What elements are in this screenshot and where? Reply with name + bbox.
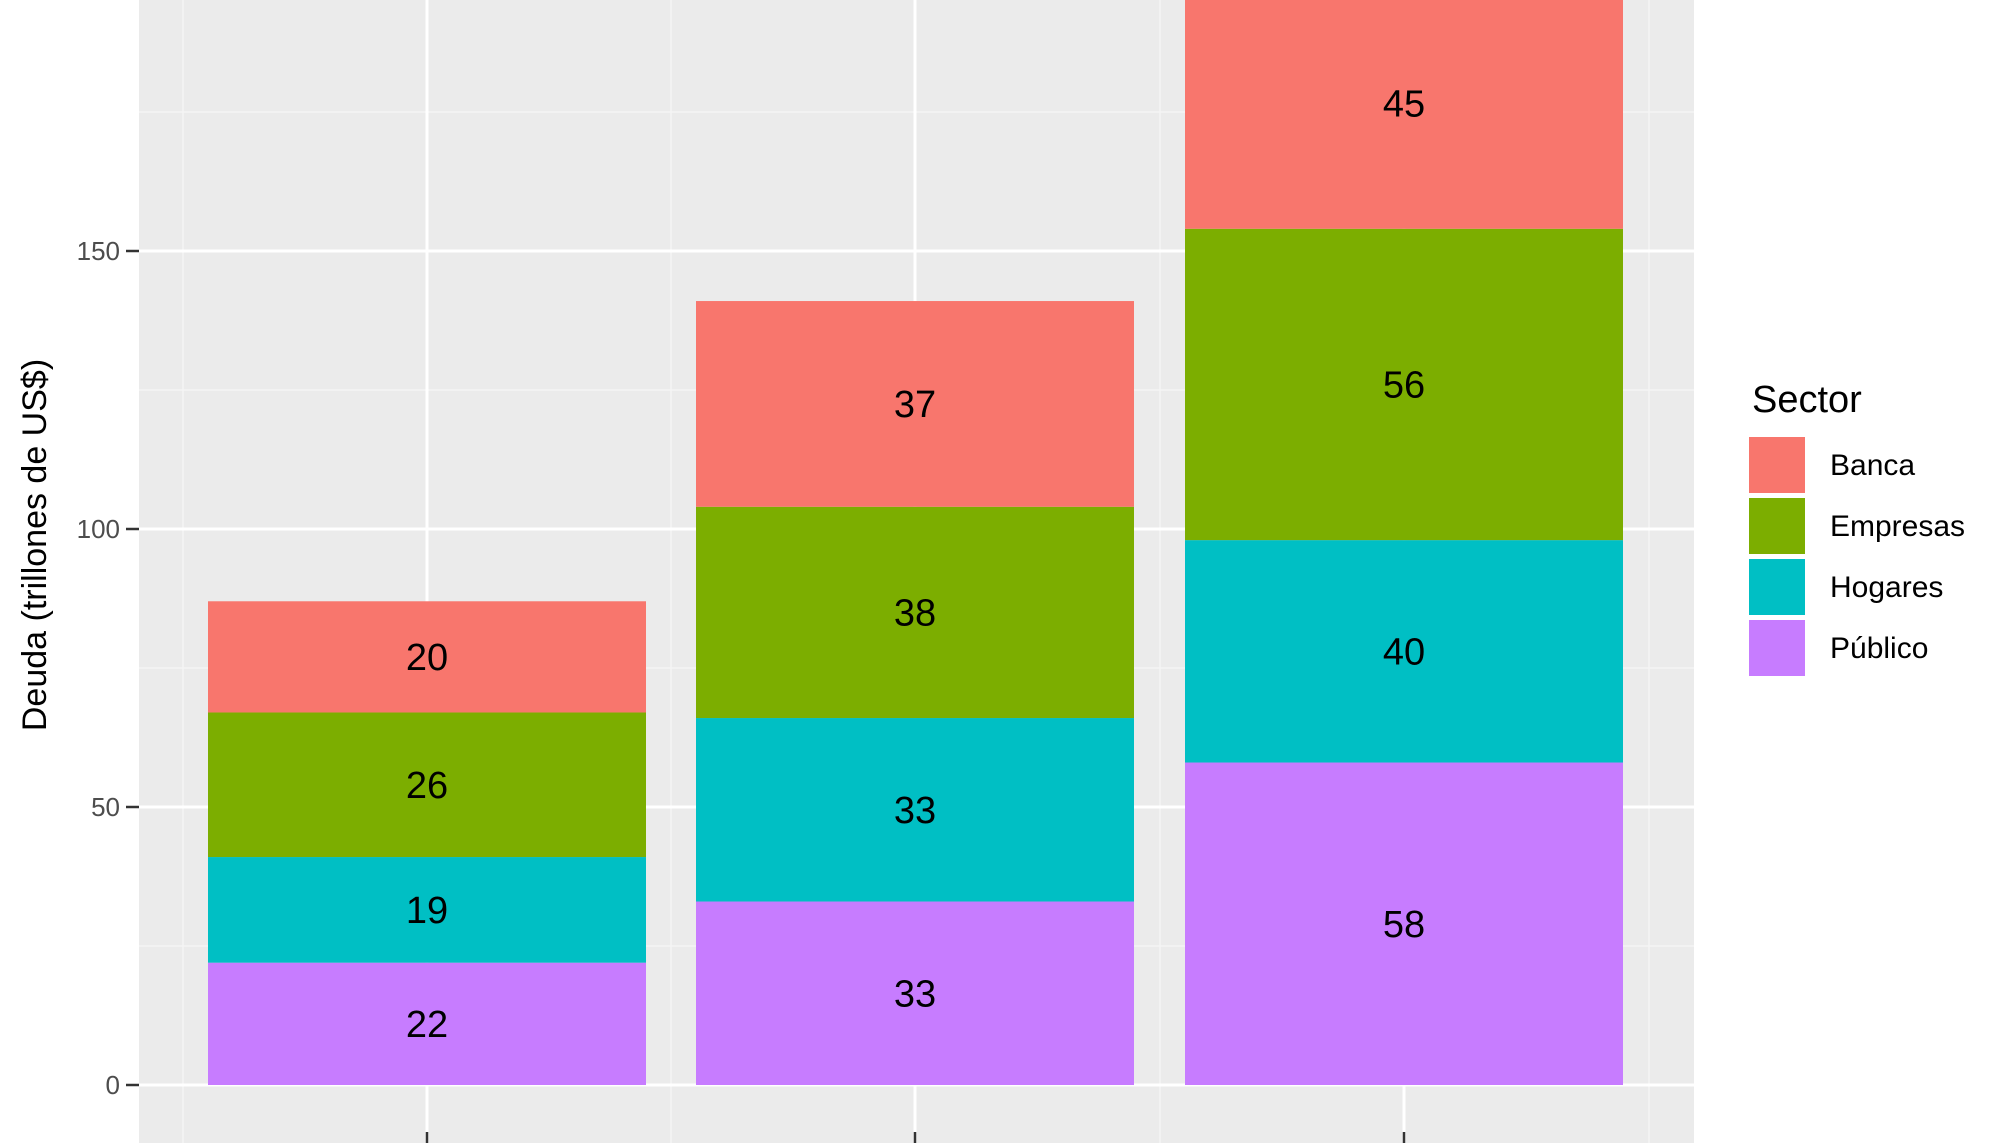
bar-segment [1185, 228, 1623, 541]
bar-value-label: 20 [406, 637, 448, 679]
bar-value-label: 37 [894, 384, 936, 426]
bar-segment [208, 857, 646, 963]
legend-swatch [1749, 620, 1805, 676]
y-tick-label: 150 [77, 236, 120, 266]
bar-segment [208, 962, 646, 1085]
bar-value-label: 19 [406, 890, 448, 932]
y-tick-label: 100 [77, 514, 120, 544]
bar-segment [696, 718, 1134, 902]
legend-title: Sector [1752, 379, 1862, 421]
x-axis [425, 1132, 1406, 1143]
bar-segment [696, 301, 1134, 507]
y-tick-label: 50 [91, 792, 120, 822]
legend-label: Banca [1830, 449, 1915, 482]
bar-value-label: 33 [894, 790, 936, 832]
y-tick-label: 0 [106, 1070, 120, 1100]
legend: Banca Empresas Hogares Público [1749, 437, 1965, 676]
bars-group [208, 0, 1623, 1085]
bar-value-label: 38 [894, 592, 936, 634]
bar-value-label: 56 [1383, 364, 1425, 406]
bar-segment [208, 601, 646, 713]
bar-segment [1185, 540, 1623, 763]
legend-swatch [1749, 559, 1805, 615]
legend-label: Empresas [1830, 510, 1965, 543]
bar-value-label: 26 [406, 765, 448, 807]
y-axis: 0 50 100 150 [77, 236, 139, 1100]
y-axis-title: Deuda (trillones de US$) [16, 359, 54, 731]
legend-label: Público [1830, 632, 1928, 665]
bar-labels-group: 22 19 26 20 33 33 38 37 58 40 56 45 [406, 84, 1425, 1046]
bar-value-label: 58 [1383, 904, 1425, 946]
bar-value-label: 45 [1383, 84, 1425, 126]
legend-swatch [1749, 498, 1805, 554]
legend-swatch [1749, 437, 1805, 493]
legend-label: Hogares [1830, 571, 1943, 604]
bar-segment [1185, 762, 1623, 1085]
bar-segment [696, 506, 1134, 719]
bar-value-label: 40 [1383, 631, 1425, 673]
bar-segment [208, 712, 646, 858]
bar-segment [1185, 0, 1623, 229]
bar-segment [696, 901, 1134, 1085]
bar-value-label: 22 [406, 1004, 448, 1046]
bar-value-label: 33 [894, 973, 936, 1015]
